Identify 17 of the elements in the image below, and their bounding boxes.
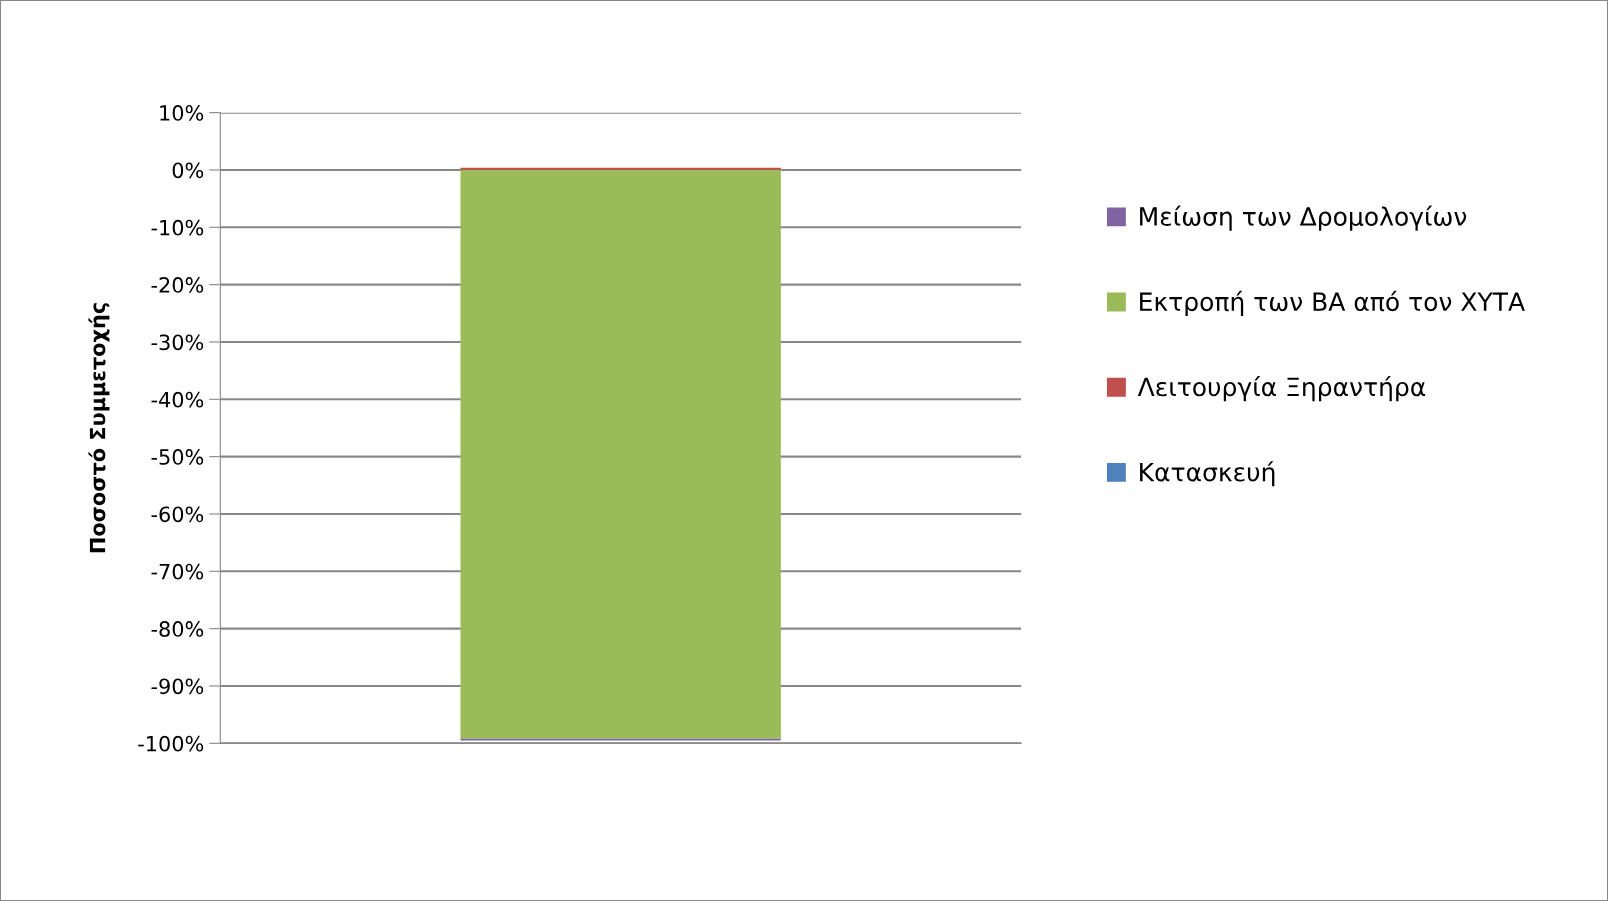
y-tick-label: -20% [151, 277, 204, 293]
y-tick-label: -80% [151, 621, 204, 637]
y-tick-label: -40% [151, 391, 204, 408]
legend-label: Εκτροπή των ΒΑ από τον ΧΥΤΑ [1140, 290, 1525, 316]
legend-label: Λειτουργία Ξηραντήρα [1137, 375, 1426, 402]
y-tick-label: -30% [151, 334, 204, 351]
y-tick-label: 0% [172, 162, 204, 179]
y-tick-label: 10% [160, 105, 204, 121]
y-tick-label: -10% [151, 219, 204, 236]
legend-label: Μείωση των Δρομολογίων [1140, 205, 1467, 231]
y-tick-label: -90% [151, 678, 204, 695]
y-tick-label: -70% [151, 563, 204, 580]
y-tick-label: -60% [151, 506, 204, 523]
y-tick-label: -100% [138, 735, 204, 752]
y-axis-title: Ποσοστό Συμμετοχής [88, 303, 110, 553]
y-tick-label: -50% [151, 449, 204, 465]
legend-label: Κατασκευή [1140, 461, 1275, 487]
